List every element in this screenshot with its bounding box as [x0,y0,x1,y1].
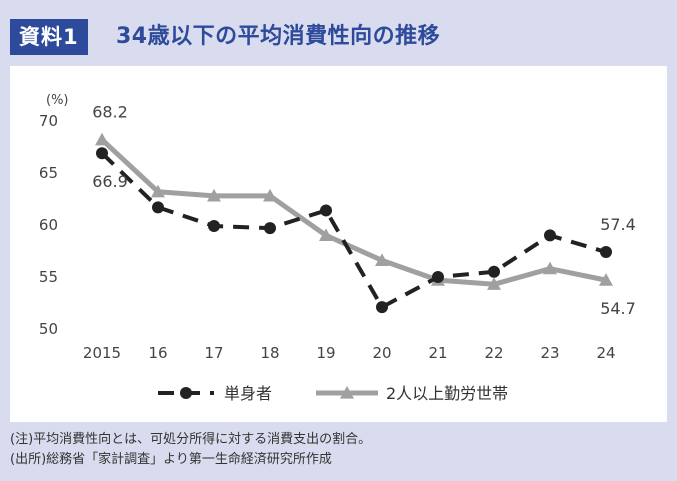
series-0-point-8 [544,229,556,242]
series-0-point-1 [152,201,164,214]
series-0-point-7 [488,265,500,278]
x-tick-label-2015: 2015 [83,344,121,362]
series-0-point-9 [600,246,612,259]
note-definition: (注)平均消費性向とは、可処分所得に対する消費支出の割合。 [10,432,372,447]
y-tick-label-65: 65 [39,164,58,182]
y-unit-label: (%) [46,93,69,108]
series-0-point-4 [320,204,332,217]
x-tick-label-18: 18 [260,344,279,362]
y-tick-label-50: 50 [39,320,58,338]
data-label-2: 57.4 [600,215,636,234]
series-0-point-3 [264,222,276,235]
x-tick-label-19: 19 [316,344,335,362]
series-1-point-1 [151,184,165,198]
figure-badge: 資料1 [10,19,88,55]
line-chart: (%) 50 55 60 65 70 2015 16 17 18 19 20 21 22 23 24 68.2 6… [39,93,636,403]
series-1-point-7 [487,277,501,290]
legend-label-1: 2人以上勤労世帯 [386,384,508,403]
series-0-point-2 [208,220,220,233]
x-tick-label-21: 21 [428,344,447,362]
legend-marker-1 [340,386,354,399]
series-0-point-0 [96,147,108,160]
y-tick-label-60: 60 [39,216,58,234]
data-label-3: 54.7 [600,299,636,318]
x-tick-label-24: 24 [596,344,615,362]
series-1-point-4 [319,228,333,241]
data-label-0: 68.2 [92,103,128,122]
notes: (注)平均消費性向とは、可処分所得に対する消費支出の割合。 (出所)総務省「家計… [10,430,667,470]
x-tick-label-20: 20 [372,344,391,362]
header: 資料1 34歳以下の平均消費性向の推移 [0,0,677,66]
x-tick-label-17: 17 [204,344,223,362]
series-0-point-6 [432,271,444,283]
series-line-0 [100,151,607,310]
series-line-1 [100,137,607,287]
data-label-1: 66.9 [92,172,128,191]
x-tick-label-22: 22 [484,344,503,362]
legend-marker-0 [180,387,192,399]
x-tick-label-23: 23 [540,344,559,362]
legend-label-0: 単身者 [224,384,272,403]
chart-panel: (%) 50 55 60 65 70 2015 16 17 18 19 20 21 22 23 24 68.2 6… [10,66,667,422]
series-1-point-9 [599,273,613,286]
y-tick-label-55: 55 [39,268,58,286]
series-1-point-2 [207,188,221,202]
series-1-point-3 [263,188,277,202]
series-1-point-0 [95,132,109,146]
series-1-point-5 [375,253,389,266]
series-0-point-5 [376,301,388,314]
y-tick-label-70: 70 [39,112,58,130]
series-1-point-8 [543,261,557,275]
x-tick-label-16: 16 [148,344,167,362]
note-source: (出所)総務省「家計調査」より第一生命経済研究所作成 [10,452,332,467]
chart-title: 34歳以下の平均消費性向の推移 [116,24,441,49]
